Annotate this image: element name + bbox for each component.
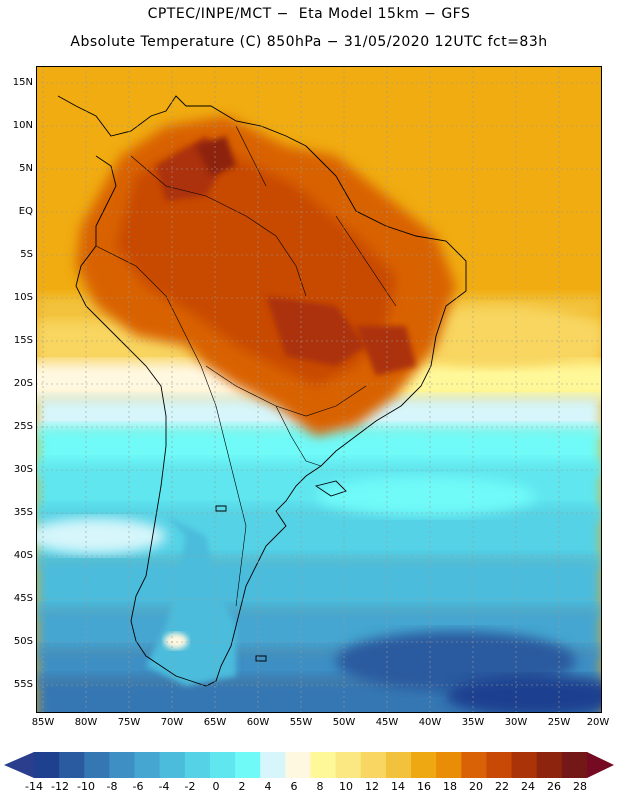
lon-label: 65W bbox=[203, 717, 227, 728]
colorbar-label: 0 bbox=[212, 780, 220, 793]
colorbar-label: 16 bbox=[417, 780, 431, 793]
lat-label: 20S bbox=[13, 378, 33, 389]
colorbar-high-arrow bbox=[587, 752, 614, 778]
colorbar-label: 28 bbox=[573, 780, 587, 793]
colorbar-cell bbox=[209, 752, 236, 778]
colorbar-label: -8 bbox=[106, 780, 118, 793]
lon-label: 20W bbox=[586, 717, 610, 728]
lat-label: 15N bbox=[12, 77, 33, 88]
colorbar-cell bbox=[59, 752, 85, 778]
graticule bbox=[36, 66, 602, 713]
lat-label: 55S bbox=[13, 679, 33, 690]
colorbar-cell bbox=[436, 752, 462, 778]
colorbar-label: -2 bbox=[184, 780, 196, 793]
lat-label: 10S bbox=[13, 292, 33, 303]
colorbar-label: 6 bbox=[290, 780, 298, 793]
colorbar-label: 22 bbox=[495, 780, 509, 793]
colorbar-label: -6 bbox=[132, 780, 144, 793]
colorbar-label: 14 bbox=[391, 780, 405, 793]
lon-label: 60W bbox=[246, 717, 270, 728]
lon-label: 75W bbox=[117, 717, 141, 728]
colorbar-label: 20 bbox=[469, 780, 483, 793]
lat-label: EQ bbox=[18, 206, 33, 217]
colorbar-cell bbox=[134, 752, 161, 778]
colorbar-cell bbox=[486, 752, 513, 778]
lat-label: 40S bbox=[13, 550, 33, 561]
lat-label: 5N bbox=[19, 163, 33, 174]
colorbar-cell bbox=[235, 752, 261, 778]
map-frame bbox=[36, 66, 602, 713]
colorbar-cell bbox=[260, 752, 286, 778]
colorbar-label: 24 bbox=[521, 780, 535, 793]
colorbar-cell bbox=[84, 752, 110, 778]
colorbar-cell bbox=[360, 752, 387, 778]
lon-label: 70W bbox=[160, 717, 184, 728]
lat-label: 30S bbox=[13, 464, 33, 475]
country-borders bbox=[95, 125, 397, 607]
colorbar-label: 8 bbox=[316, 780, 324, 793]
lat-label: 45S bbox=[13, 593, 33, 604]
colorbar-cell bbox=[536, 752, 563, 778]
colorbar-cell bbox=[511, 752, 538, 778]
title-line-1: CPTEC/INPE/MCT − Eta Model 15km − GFS bbox=[147, 6, 471, 22]
lat-label: 15S bbox=[13, 335, 33, 346]
colorbar-cell bbox=[461, 752, 487, 778]
colorbar bbox=[4, 752, 614, 778]
colorbar-cells bbox=[34, 752, 588, 778]
colorbar-label: -14 bbox=[25, 780, 43, 793]
colorbar-low-arrow bbox=[4, 752, 34, 778]
colorbar-label: -10 bbox=[77, 780, 95, 793]
colorbar-label: 18 bbox=[443, 780, 457, 793]
colorbar-label: 4 bbox=[264, 780, 272, 793]
colorbar-label: 12 bbox=[365, 780, 379, 793]
lon-label: 25W bbox=[547, 717, 571, 728]
colorbar-cell bbox=[310, 752, 337, 778]
lat-label: 5S bbox=[20, 249, 33, 260]
lat-label: 50S bbox=[13, 636, 33, 647]
colorbar-cell bbox=[335, 752, 362, 778]
lon-label: 45W bbox=[375, 717, 399, 728]
colorbar-label: -12 bbox=[51, 780, 69, 793]
colorbar-cell bbox=[385, 752, 412, 778]
colorbar-cell bbox=[34, 752, 60, 778]
colorbar-cell bbox=[285, 752, 311, 778]
colorbar-label: 26 bbox=[547, 780, 561, 793]
title-line-2: Absolute Temperature (C) 850hPa − 31/05/… bbox=[70, 34, 548, 50]
lon-label: 85W bbox=[31, 717, 55, 728]
colorbar-cell bbox=[159, 752, 186, 778]
colorbar-label: 10 bbox=[339, 780, 353, 793]
lon-label: 30W bbox=[504, 717, 528, 728]
lon-label: 40W bbox=[418, 717, 442, 728]
temperature-map bbox=[36, 66, 602, 713]
lon-label: 35W bbox=[461, 717, 485, 728]
temperature-field bbox=[36, 66, 602, 713]
colorbar-label: -4 bbox=[158, 780, 170, 793]
colorbar-cell bbox=[184, 752, 211, 778]
lat-label: 35S bbox=[13, 507, 33, 518]
colorbar-cell bbox=[109, 752, 136, 778]
colorbar-label: 2 bbox=[238, 780, 246, 793]
lat-label: 25S bbox=[13, 421, 33, 432]
colorbar-cell bbox=[411, 752, 437, 778]
lon-label: 55W bbox=[289, 717, 313, 728]
lon-label: 50W bbox=[332, 717, 356, 728]
coastline bbox=[57, 95, 467, 687]
lat-label: 10N bbox=[12, 120, 33, 131]
colorbar-cell bbox=[561, 752, 588, 778]
lon-label: 80W bbox=[74, 717, 98, 728]
